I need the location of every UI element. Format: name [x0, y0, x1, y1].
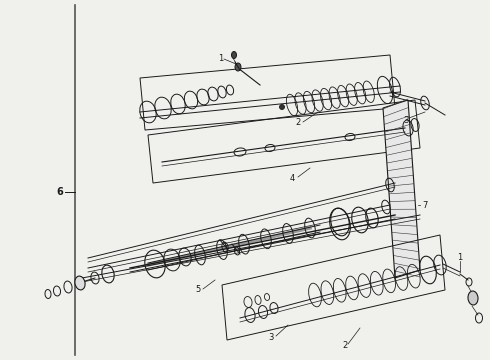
Ellipse shape [231, 51, 237, 59]
Ellipse shape [468, 291, 478, 305]
Ellipse shape [235, 63, 241, 71]
Ellipse shape [279, 104, 285, 109]
Text: 3: 3 [268, 333, 273, 342]
Text: 1: 1 [457, 253, 462, 262]
Text: 5: 5 [195, 285, 200, 294]
Text: 2: 2 [295, 117, 300, 126]
Text: 6: 6 [57, 187, 63, 197]
Text: 7: 7 [422, 201, 427, 210]
Text: 3: 3 [403, 116, 408, 125]
Text: 1: 1 [218, 54, 223, 63]
Polygon shape [383, 100, 420, 278]
Text: 4: 4 [290, 174, 295, 183]
Text: 2: 2 [342, 341, 347, 350]
Ellipse shape [75, 276, 85, 290]
